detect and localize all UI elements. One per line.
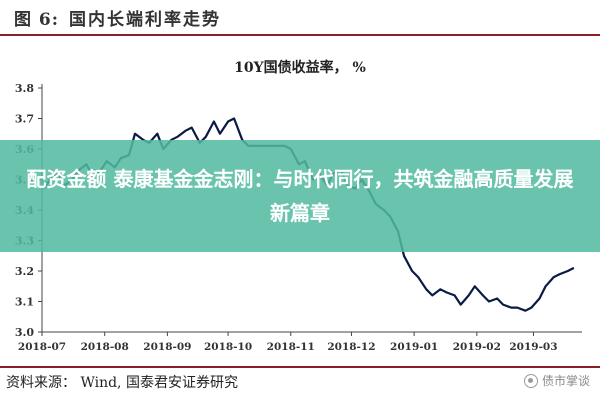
y-tick-label: 3.8 (15, 82, 34, 95)
x-tick-label: 2018-12 (327, 341, 375, 353)
article-banner-text[interactable]: 配资金额 泰康基金金志刚：与时代同行，共筑金融高质量发展新篇章 (26, 167, 574, 225)
x-tick-label: 2019-02 (453, 341, 501, 353)
x-tick-label: 2018-09 (143, 341, 191, 353)
watermark-text: 债市掌谈 (541, 374, 590, 388)
y-tick-label: 3.7 (15, 113, 34, 126)
watermark-logo-icon (523, 373, 538, 388)
x-tick-label: 2018-10 (204, 341, 252, 353)
figure-label: 图 6: (14, 9, 60, 30)
figure-title: 国内长端利率走势 (69, 9, 222, 30)
figure-header: 图 6: 国内长端利率走势 (0, 0, 600, 34)
y-tick-label: 3.1 (15, 296, 34, 309)
x-tick-label: 2018-11 (267, 341, 315, 353)
y-tick-label: 3.2 (15, 265, 34, 278)
x-tick-label: 2018-08 (81, 341, 129, 353)
footer-rule (0, 366, 600, 368)
x-tick-label: 2018-07 (18, 341, 66, 353)
chart-title: 10Y国债收益率， % (234, 59, 366, 76)
x-tick-label: 2019-03 (509, 341, 557, 353)
x-tick-label: 2019-01 (390, 341, 438, 353)
y-tick-label: 3.0 (15, 326, 34, 339)
watermark: 债市掌谈 (523, 372, 590, 389)
article-banner[interactable]: 配资金额 泰康基金金志刚：与时代同行，共筑金融高质量发展新篇章 (0, 140, 600, 252)
header-rule (0, 34, 600, 36)
source-note: 资料来源： Wind, 国泰君安证券研究 (6, 375, 238, 391)
